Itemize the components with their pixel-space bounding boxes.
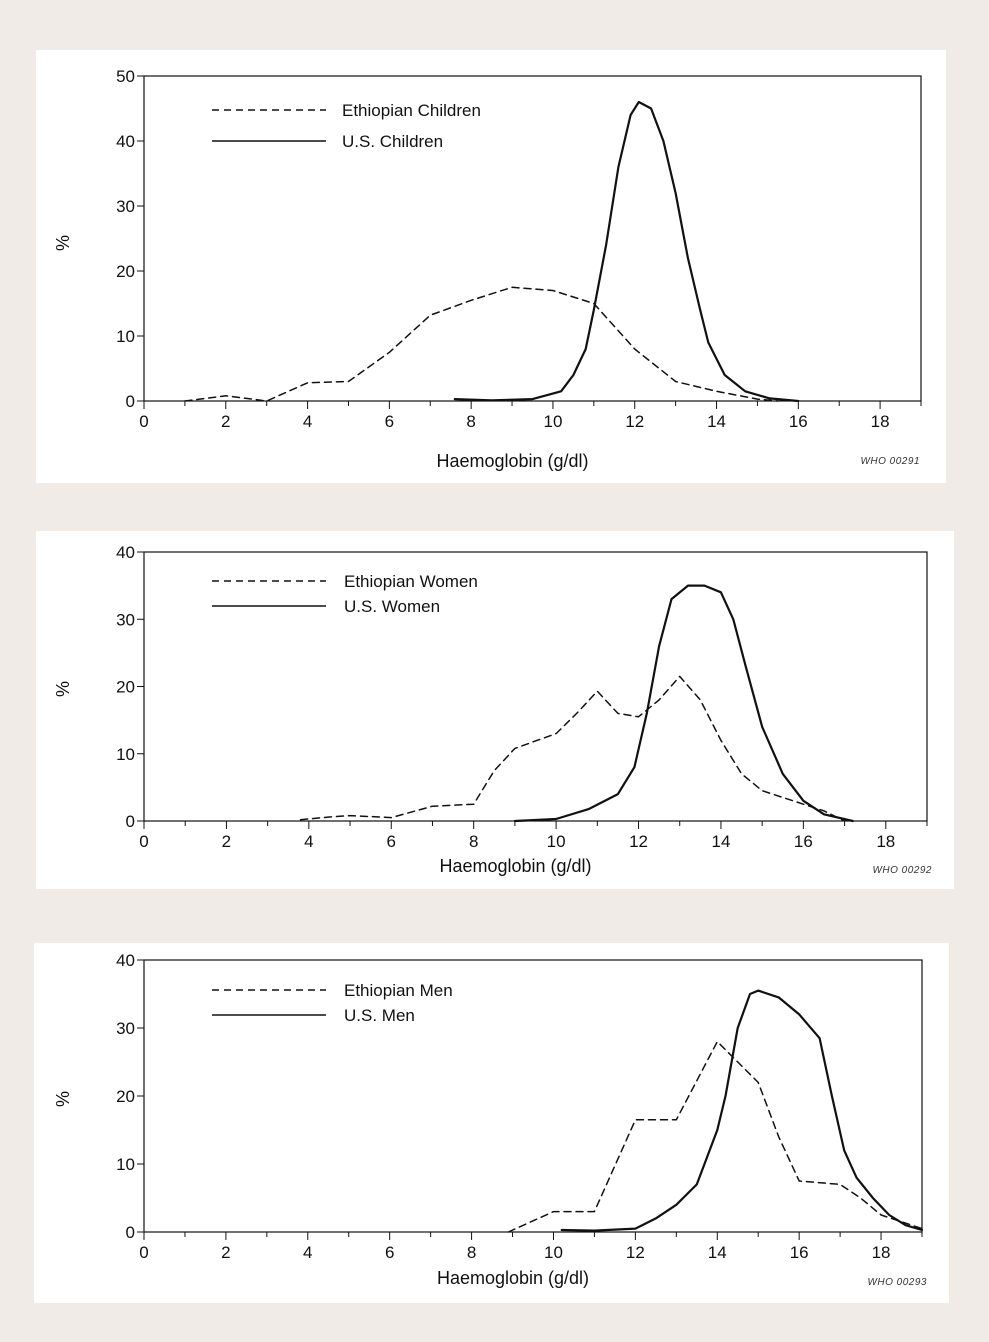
x-tick-label: 4 bbox=[303, 412, 312, 431]
legend-label: U.S. Children bbox=[342, 132, 443, 151]
legend-label: Ethiopian Women bbox=[344, 572, 478, 591]
x-tick-label: 14 bbox=[711, 832, 730, 851]
series-line-us bbox=[513, 584, 854, 823]
series-line-us bbox=[560, 989, 924, 1232]
x-tick-label: 16 bbox=[790, 1243, 809, 1262]
x-tick-label: 18 bbox=[872, 1243, 891, 1262]
y-tick-label: 10 bbox=[116, 745, 135, 764]
plot-frame bbox=[143, 551, 928, 822]
figure-code: WHO 00291 bbox=[860, 456, 920, 467]
x-tick-label: 18 bbox=[871, 412, 890, 431]
x-tick-label: 12 bbox=[626, 1243, 645, 1262]
y-tick-label: 0 bbox=[126, 1223, 135, 1242]
x-tick-label: 16 bbox=[794, 832, 813, 851]
y-tick-label: 20 bbox=[116, 678, 135, 697]
x-tick-label: 6 bbox=[385, 412, 394, 431]
plot-frame bbox=[143, 75, 922, 402]
legend-label: U.S. Women bbox=[344, 597, 440, 616]
series-line-ethiopian bbox=[507, 1040, 923, 1233]
y-tick-label: 10 bbox=[116, 327, 135, 346]
chart-svg-0: 0 2 4 6 8 10 12 14 16 18 0 10 20 30 40 50 Haemoglobin (g… bbox=[53, 67, 922, 471]
chart-panel-women: 0 2 4 6 8 10 12 14 16 18 0 10 20 30 40 Haemoglobin (g/d… bbox=[36, 531, 954, 889]
y-tick-label: 40 bbox=[116, 543, 135, 562]
y-axis-title: % bbox=[53, 235, 73, 251]
figure-code: WHO 00292 bbox=[872, 865, 932, 876]
figure-code: WHO 00293 bbox=[867, 1277, 927, 1288]
y-tick-label: 10 bbox=[116, 1155, 135, 1174]
legend-label: Ethiopian Men bbox=[344, 981, 453, 1000]
series-line-us bbox=[453, 100, 800, 403]
x-tick-label: 2 bbox=[221, 1243, 230, 1262]
x-tick-label: 10 bbox=[547, 832, 566, 851]
chart-svg-2: 0 2 4 6 8 10 12 14 16 18 0 10 20 30 40 Haemoglobin (g/d… bbox=[53, 951, 927, 1288]
y-axis-title: % bbox=[53, 1091, 73, 1107]
plot-frame bbox=[143, 959, 923, 1233]
x-tick-label: 0 bbox=[139, 832, 148, 851]
x-tick-label: 0 bbox=[139, 1243, 148, 1262]
legend-label: Ethiopian Children bbox=[342, 101, 481, 120]
series-line-ethiopian bbox=[299, 675, 846, 822]
x-tick-label: 6 bbox=[385, 1243, 394, 1262]
x-tick-label: 12 bbox=[629, 832, 648, 851]
y-tick-label: 20 bbox=[116, 1087, 135, 1106]
x-tick-label: 8 bbox=[469, 832, 478, 851]
x-tick-label: 14 bbox=[707, 412, 726, 431]
x-tick-label: 2 bbox=[221, 412, 230, 431]
x-tick-label: 8 bbox=[467, 1243, 476, 1262]
x-axis-title: Haemoglobin (g/dl) bbox=[437, 1268, 589, 1288]
x-tick-label: 0 bbox=[139, 412, 148, 431]
x-tick-label: 10 bbox=[543, 412, 562, 431]
y-tick-label: 20 bbox=[116, 262, 135, 281]
x-tick-label: 10 bbox=[544, 1243, 563, 1262]
y-tick-label: 40 bbox=[116, 951, 135, 970]
series-line-ethiopian bbox=[184, 286, 779, 402]
x-tick-label: 4 bbox=[304, 832, 313, 851]
legend-label: U.S. Men bbox=[344, 1006, 415, 1025]
y-tick-label: 30 bbox=[116, 1019, 135, 1038]
y-tick-label: 40 bbox=[116, 132, 135, 151]
y-axis-title: % bbox=[53, 681, 73, 697]
y-tick-label: 50 bbox=[116, 67, 135, 86]
x-tick-label: 8 bbox=[466, 412, 475, 431]
x-axis-title: Haemoglobin (g/dl) bbox=[436, 451, 588, 471]
x-tick-label: 2 bbox=[222, 832, 231, 851]
x-tick-label: 4 bbox=[303, 1243, 312, 1262]
x-tick-label: 18 bbox=[876, 832, 895, 851]
chart-panel-children: 0 2 4 6 8 10 12 14 16 18 0 10 20 30 40 50 Haemoglobin (g… bbox=[36, 50, 946, 483]
y-tick-label: 0 bbox=[126, 392, 135, 411]
x-tick-label: 14 bbox=[708, 1243, 727, 1262]
x-tick-label: 16 bbox=[789, 412, 808, 431]
x-tick-label: 6 bbox=[387, 832, 396, 851]
y-tick-label: 0 bbox=[126, 812, 135, 831]
chart-svg-1: 0 2 4 6 8 10 12 14 16 18 0 10 20 30 40 Haemoglobin (g/d… bbox=[53, 543, 932, 876]
x-tick-label: 12 bbox=[625, 412, 644, 431]
x-axis-title: Haemoglobin (g/dl) bbox=[439, 856, 591, 876]
chart-panel-men: 0 2 4 6 8 10 12 14 16 18 0 10 20 30 40 Haemoglobin (g/d… bbox=[34, 943, 949, 1303]
y-tick-label: 30 bbox=[116, 197, 135, 216]
y-tick-label: 30 bbox=[116, 610, 135, 629]
